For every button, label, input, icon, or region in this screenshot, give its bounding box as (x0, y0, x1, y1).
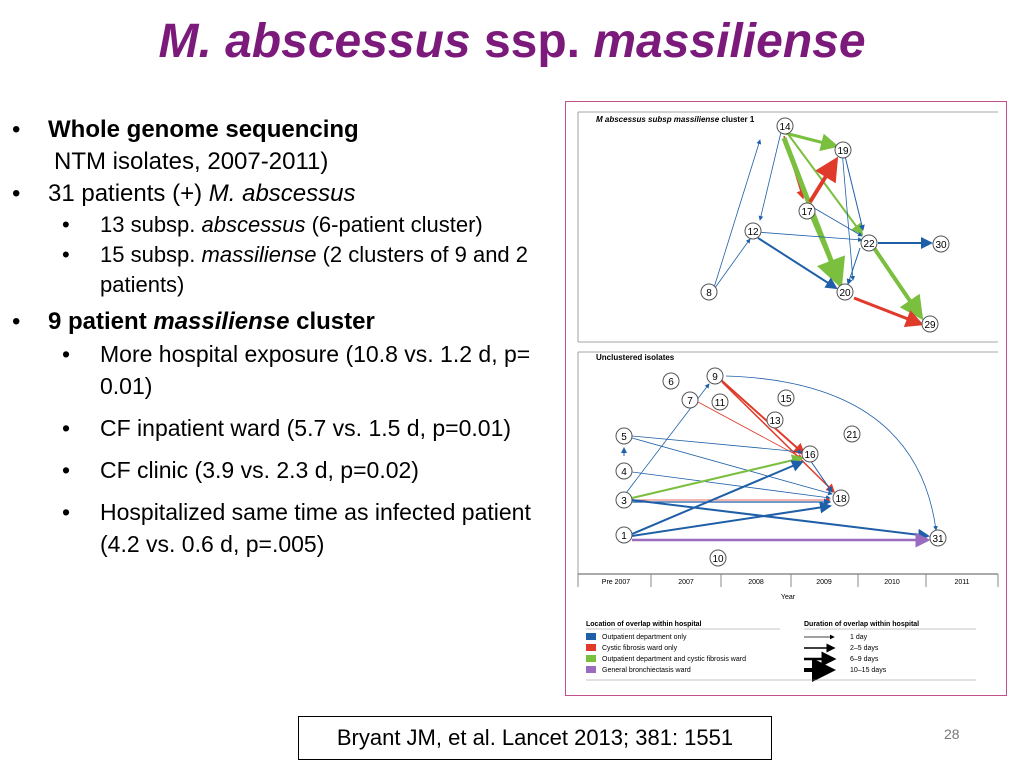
year-pre2007: Pre 2007 (602, 579, 631, 586)
transmission-figure: M abscessus subsp massiliense cluster 1 (565, 101, 1007, 696)
year-2010: 2010 (884, 579, 900, 586)
cluster-panel-title: M abscessus subsp massiliense cluster 1 (596, 115, 755, 124)
svg-text:4: 4 (621, 467, 627, 478)
legend-label-both: Outpatient department and cystic fibrosi… (602, 656, 746, 663)
legend-swatch-cf-ward (586, 644, 596, 651)
bullet-wgs-sub: NTM isolates, 2007-2011) (54, 148, 329, 175)
legend-location-title: Location of overlap within hospital (586, 621, 702, 628)
svg-text:12: 12 (747, 227, 759, 238)
svg-text:9: 9 (712, 372, 718, 383)
citation-text: Bryant JM, et al. Lancet 2013; 381: 1551 (336, 725, 734, 750)
legend-label-cf-ward: Cystic fibrosis ward only (602, 645, 678, 652)
legend-duration-4: 10–15 days (850, 667, 887, 674)
svg-text:1: 1 (621, 531, 627, 542)
svg-text:14: 14 (779, 122, 791, 133)
unclustered-panel-title: Unclustered isolates (596, 353, 675, 362)
svg-text:3: 3 (621, 496, 627, 507)
svg-text:21: 21 (846, 430, 858, 441)
bullet-exposure-2: • CF inpatient ward (5.7 vs. 1.5 d, p=0.0… (62, 415, 512, 441)
citation-box: Bryant JM, et al. Lancet 2013; 381: 1551 (298, 716, 772, 760)
node-7: 7 (681, 391, 699, 409)
node-18: 18 (832, 489, 850, 507)
node-6: 6 (662, 372, 680, 390)
legend-duration-2: 2–5 days (850, 645, 879, 652)
legend-swatch-both (586, 655, 596, 662)
svg-text:5: 5 (621, 432, 627, 443)
svg-text:16: 16 (804, 450, 816, 461)
node-4: 4 (615, 462, 633, 480)
bullet-list: • Whole genome sequencing NTM isolates, 2… (12, 114, 532, 560)
svg-text:22: 22 (863, 239, 875, 250)
legend-duration-1: 1 day (850, 634, 868, 641)
node-10: 10 (709, 549, 727, 567)
legend-label-bronchiectasis: General bronchiectasis ward (602, 667, 691, 674)
legend: Location of overlap within hospital Outp… (586, 621, 976, 682)
legend-swatch-bronchiectasis (586, 666, 596, 673)
svg-text:11: 11 (715, 398, 726, 409)
node-29: 29 (921, 315, 939, 333)
title-species: M. abscessus (158, 15, 471, 68)
svg-text:29: 29 (924, 320, 936, 331)
page-number: 28 (944, 726, 960, 742)
legend-duration-3: 6–9 days (850, 656, 879, 663)
node-9: 9 (706, 367, 724, 385)
node-13: 13 (766, 411, 784, 429)
unclustered-edges (621, 375, 938, 548)
svg-text:17: 17 (801, 207, 813, 218)
node-15: 15 (777, 389, 795, 407)
bullet-wgs: • Whole genome sequencing (12, 116, 359, 143)
node-31: 31 (929, 529, 947, 547)
bullet-subsp-abscessus: • 13 subsp. abscessus (6-patient cluster) (62, 212, 483, 237)
year-2009: 2009 (816, 579, 832, 586)
svg-text:8: 8 (706, 288, 712, 299)
svg-text:13: 13 (769, 416, 781, 427)
node-3: 3 (615, 491, 633, 509)
bullet-cluster: • 9 patient massiliense cluster (12, 308, 375, 335)
svg-text:31: 31 (932, 534, 944, 545)
node-8: 8 (700, 283, 718, 301)
node-1: 1 (615, 526, 633, 544)
svg-text:15: 15 (780, 394, 792, 405)
node-14: 14 (776, 117, 794, 135)
node-17: 17 (798, 202, 816, 220)
year-2007: 2007 (678, 579, 694, 586)
transmission-network-svg: M abscessus subsp massiliense cluster 1 (577, 111, 999, 682)
cluster-edges (711, 130, 933, 327)
slide-title: M. abscessus ssp. massiliense (0, 14, 1024, 69)
svg-text:20: 20 (839, 288, 851, 299)
svg-text:6: 6 (668, 377, 674, 388)
cluster-nodes: 14 19 17 12 22 30 8 20 29 (700, 117, 950, 333)
bullet-exposure-4: • Hospitalized same time as infected pati… (62, 499, 531, 557)
unclustered-nodes: 6 9 7 11 15 13 21 5 16 4 3 18 1 31 10 (615, 367, 947, 567)
node-20: 20 (836, 283, 854, 301)
bullet-exposure-1: • More hospital exposure (10.8 vs. 1.2 d,… (62, 341, 531, 399)
svg-text:19: 19 (837, 146, 849, 157)
year-axis-label: Year (781, 594, 796, 601)
svg-text:7: 7 (687, 396, 693, 407)
legend-duration-title: Duration of overlap within hospital (804, 621, 919, 628)
year-2008: 2008 (748, 579, 764, 586)
title-subspecies: massiliense (593, 15, 866, 68)
node-5: 5 (615, 427, 633, 445)
legend-label-outpatient: Outpatient department only (602, 634, 687, 641)
node-16: 16 (801, 445, 819, 463)
year-2011: 2011 (954, 579, 969, 586)
bullet-subsp-massiliense: • 15 subsp. massiliense (2 clusters of 9 … (62, 242, 529, 297)
svg-text:10: 10 (712, 554, 724, 565)
node-22: 22 (860, 234, 878, 252)
bullet-patients: • 31 patients (+) M. abscessus (12, 180, 356, 207)
bullet-exposure-3: • CF clinic (3.9 vs. 2.3 d, p=0.02) (62, 457, 419, 483)
node-19: 19 (834, 141, 852, 159)
node-21: 21 (843, 425, 861, 443)
node-30: 30 (932, 235, 950, 253)
svg-text:30: 30 (935, 240, 947, 251)
legend-swatch-outpatient (586, 633, 596, 640)
svg-text:18: 18 (835, 494, 847, 505)
node-11: 11 (711, 393, 729, 411)
title-ssp: ssp. (470, 15, 594, 68)
year-axis: Pre 2007 2007 2008 2009 2010 2011 Year (577, 574, 999, 601)
node-12: 12 (744, 222, 762, 240)
